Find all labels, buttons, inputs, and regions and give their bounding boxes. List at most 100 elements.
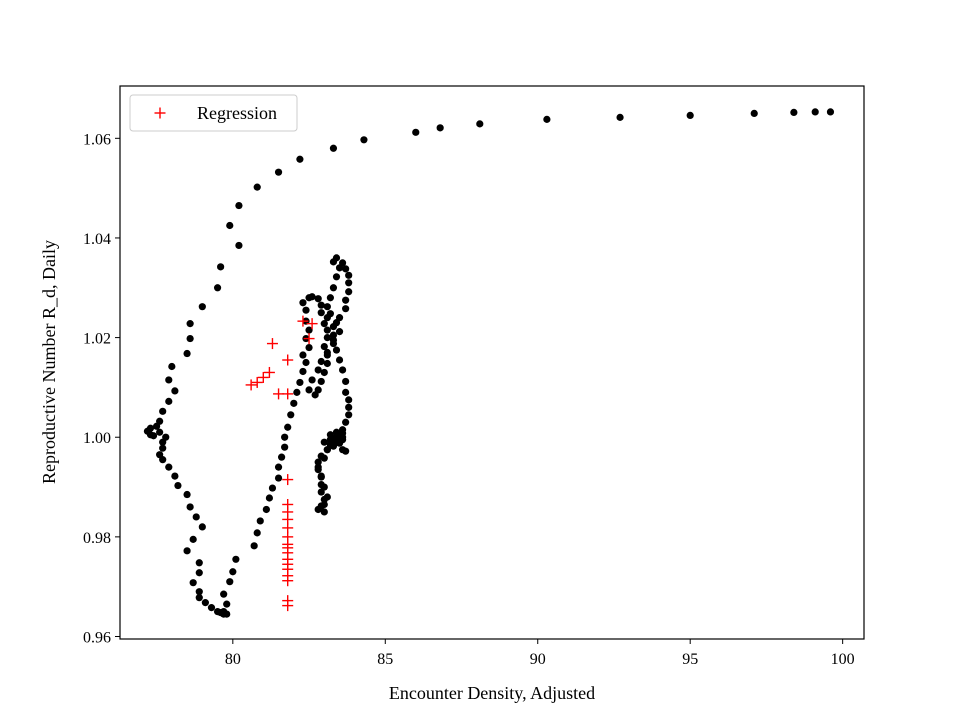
data-point — [281, 433, 289, 441]
x-axis-label: Encounter Density, Adjusted — [389, 683, 595, 703]
data-point — [342, 377, 350, 386]
data-point — [329, 331, 338, 339]
data-point — [186, 503, 194, 511]
data-point — [195, 559, 203, 567]
data-point — [342, 265, 350, 273]
data-point — [262, 505, 270, 514]
data-point — [345, 271, 353, 279]
legend-marker-regression — [154, 107, 166, 119]
data-point — [253, 529, 261, 537]
data-point — [305, 386, 313, 394]
data-point — [326, 431, 334, 439]
data-point — [183, 349, 191, 358]
data-point — [284, 423, 292, 431]
data-point — [686, 111, 694, 119]
data-point — [329, 144, 338, 152]
plot-frame — [119, 85, 865, 640]
data-point — [290, 399, 298, 407]
data-point — [217, 263, 225, 271]
data-point — [305, 326, 313, 334]
data-point — [250, 542, 258, 550]
regression-point — [282, 388, 294, 400]
data-point — [314, 505, 322, 514]
data-point — [159, 456, 167, 464]
data-point — [412, 128, 420, 136]
data-point — [314, 463, 322, 471]
data-point — [317, 301, 325, 309]
data-point — [320, 500, 328, 509]
data-point — [342, 447, 350, 455]
data-point — [278, 453, 286, 461]
data-point — [329, 336, 338, 344]
data-point — [195, 588, 203, 596]
data-point — [302, 306, 310, 314]
data-point — [220, 590, 228, 598]
y-tick-label: 1.04 — [83, 231, 111, 248]
data-point — [308, 376, 316, 384]
data-point — [299, 367, 307, 376]
data-point — [192, 513, 200, 521]
regression-point — [257, 371, 269, 383]
data-point — [253, 183, 261, 191]
data-point — [335, 439, 344, 447]
data-point — [274, 474, 283, 482]
data-point — [342, 296, 350, 304]
data-point — [436, 124, 444, 132]
regression-point — [282, 474, 294, 486]
x-tick-label: 80 — [225, 651, 241, 668]
data-point — [183, 490, 191, 499]
data-point — [332, 273, 341, 281]
data-point — [332, 319, 341, 327]
data-point — [326, 310, 334, 318]
data-point — [345, 396, 353, 404]
data-point — [171, 472, 179, 480]
data-point — [256, 517, 264, 525]
data-point — [159, 444, 167, 452]
x-tick-label: 90 — [530, 651, 546, 668]
data-point — [314, 295, 322, 303]
data-point — [235, 241, 243, 250]
data-point — [159, 438, 167, 446]
data-point — [476, 120, 484, 128]
x-axis: 80 85 90 95 100 — [225, 639, 855, 668]
legend-label-regression: Regression — [197, 103, 277, 123]
data-point — [342, 418, 350, 426]
data-point — [326, 294, 334, 302]
data-point — [332, 433, 341, 441]
data-point — [332, 428, 341, 436]
regression-point — [306, 318, 318, 330]
data-point — [329, 258, 338, 266]
data-point — [296, 155, 304, 163]
data-point — [149, 432, 158, 440]
data-point — [274, 168, 283, 176]
data-point — [320, 483, 328, 491]
data-point — [165, 397, 173, 405]
data-point — [299, 351, 307, 359]
plot-area — [119, 85, 865, 640]
data-point — [311, 391, 319, 399]
data-point — [174, 481, 182, 490]
data-point — [299, 299, 307, 307]
data-point — [213, 284, 222, 292]
data-marks — [143, 108, 835, 618]
regression-point — [282, 575, 294, 587]
data-point — [320, 368, 328, 377]
data-point — [235, 201, 243, 210]
legend-plus-mark — [154, 107, 166, 119]
x-tick-label: 100 — [831, 651, 855, 668]
data-point — [345, 411, 353, 419]
regression-point — [245, 379, 257, 391]
data-point — [165, 376, 173, 384]
data-point — [338, 429, 347, 437]
data-point — [274, 463, 283, 471]
data-point — [323, 303, 331, 311]
data-point — [320, 508, 328, 516]
data-point — [268, 484, 277, 492]
data-point — [302, 358, 310, 367]
data-point — [287, 411, 295, 419]
data-point — [750, 109, 758, 118]
data-point — [342, 388, 350, 396]
data-point — [223, 600, 231, 608]
data-point — [317, 309, 325, 317]
data-point — [183, 547, 191, 555]
